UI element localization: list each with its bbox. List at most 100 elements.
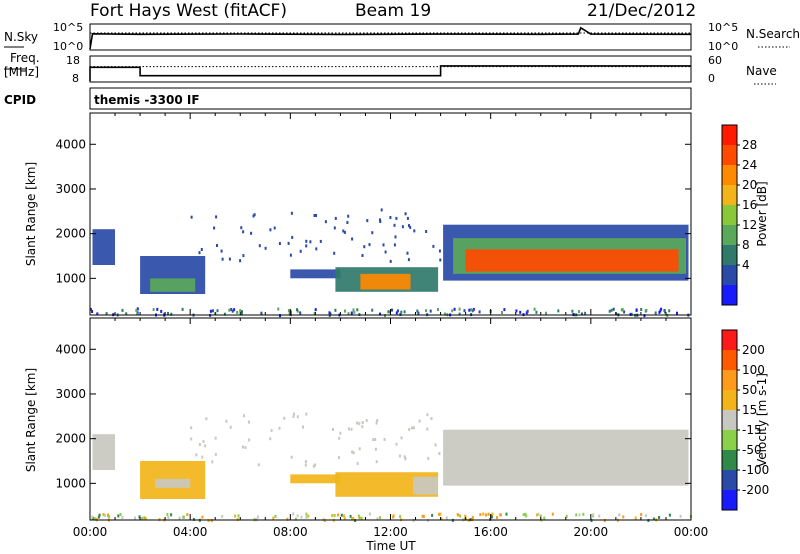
colorbar-tick-label: 100 [742,363,765,377]
echo-speck [400,436,403,440]
nsky-label: N.Sky [4,30,38,44]
echo-speck [439,512,442,516]
nave-tick-bottom: 0 [708,72,715,85]
echo-speck [239,259,242,263]
echo-speck [228,308,231,312]
echo-speck [107,513,109,517]
echo-speck [539,514,542,518]
echo-speck [195,453,198,457]
echo-speck [358,422,361,426]
echo-speck [243,414,246,418]
colorbar-tick-label: -15 [742,423,762,437]
echo-speck [407,258,410,262]
echo-speck [361,254,364,257]
cpid-panel-frame [89,87,692,110]
echo-speck [305,244,308,248]
echo-speck [278,426,281,430]
echo-speck [334,308,337,312]
echo-speck [299,249,302,253]
echo-speck [425,309,427,313]
echo-speck [117,514,120,518]
echo-speck [170,513,173,517]
echo-speck [403,455,406,459]
echo-speck [319,239,322,243]
echo-speck [333,251,336,255]
echo-speck [356,421,358,425]
echo-speck [358,516,361,520]
scatter-region-5 [360,273,411,290]
echo-speck [190,215,193,219]
echo-speck [93,517,96,521]
scatter-region-6 [443,429,689,486]
colorbar-segment [722,185,737,206]
echo-speck [371,231,374,235]
echo-speck [384,250,387,254]
echo-speck [584,311,587,315]
echo-speck [375,421,378,425]
y-tick-label: 2000 [55,227,86,241]
echo-speck [312,464,315,468]
echo-speck [277,307,280,311]
echo-speck [406,251,409,255]
echo-speck [623,310,626,314]
echo-speck [138,515,141,519]
echo-speck [221,514,224,518]
echo-speck [536,513,538,517]
nave-tick-top: 60 [708,54,722,67]
y-tick-label: 3000 [55,182,86,196]
echo-speck [350,311,353,315]
time-tick-label: 00:00 [674,525,709,539]
echo-speck [296,415,299,419]
echo-speck [313,214,316,217]
echo-speck [353,310,356,314]
echo-speck [422,515,425,518]
echo-speck [215,215,218,219]
echo-speck [392,515,395,519]
echo-speck [343,514,345,518]
echo-speck [242,230,245,234]
echo-speck [213,226,216,230]
echo-speck [468,308,471,312]
echo-speck [324,220,327,224]
echo-speck [400,310,403,314]
echo-speck [269,228,272,232]
power-colorbar: 28 24 20 16 12 8 4 [721,124,757,306]
echo-speck [652,517,655,521]
echo-speck [305,515,308,519]
time-x-axis: 00:00 04:00 08:00 12:00 16:00 20:00 00:00 [73,318,709,539]
power-x-axis [89,113,692,315]
velocity-y-axis: 1000 2000 3000 4000 [55,342,691,490]
echo-speck [459,514,462,518]
echo-speck [136,312,139,316]
time-tick-label: 12:00 [373,525,408,539]
colorbar-segment [722,245,737,266]
echo-speck [221,257,224,261]
cpid-label: CPID [4,93,36,107]
echo-speck [279,314,281,318]
echo-speck [331,428,334,431]
echo-speck [668,513,671,517]
echo-speck [352,308,355,312]
echo-speck [294,517,297,521]
velocity-colorbar-label: Velocity [m s-1] [755,373,769,467]
echo-speck [166,513,169,516]
echo-speck [635,308,638,312]
colorbar-frame [721,329,738,511]
colorbar-segment [722,330,737,351]
echo-speck [228,257,231,261]
beam-title: Beam 19 [355,1,431,21]
echo-speck [207,519,210,523]
noise-panel: N.Sky 10^5 10^0 10^5 10^0 N.Search [4,21,800,53]
echo-speck [395,216,398,220]
colorbar-tick-label: -50 [742,443,762,457]
colorbar-segment [722,285,737,306]
echo-speck [288,311,291,315]
echo-speck [141,517,144,521]
echo-speck [426,413,429,417]
echo-speck [98,513,101,517]
time-tick-label: 16:00 [473,525,508,539]
colorbar-tick-label: 15 [742,403,757,417]
echo-speck [304,460,307,464]
echo-speck [229,425,232,429]
